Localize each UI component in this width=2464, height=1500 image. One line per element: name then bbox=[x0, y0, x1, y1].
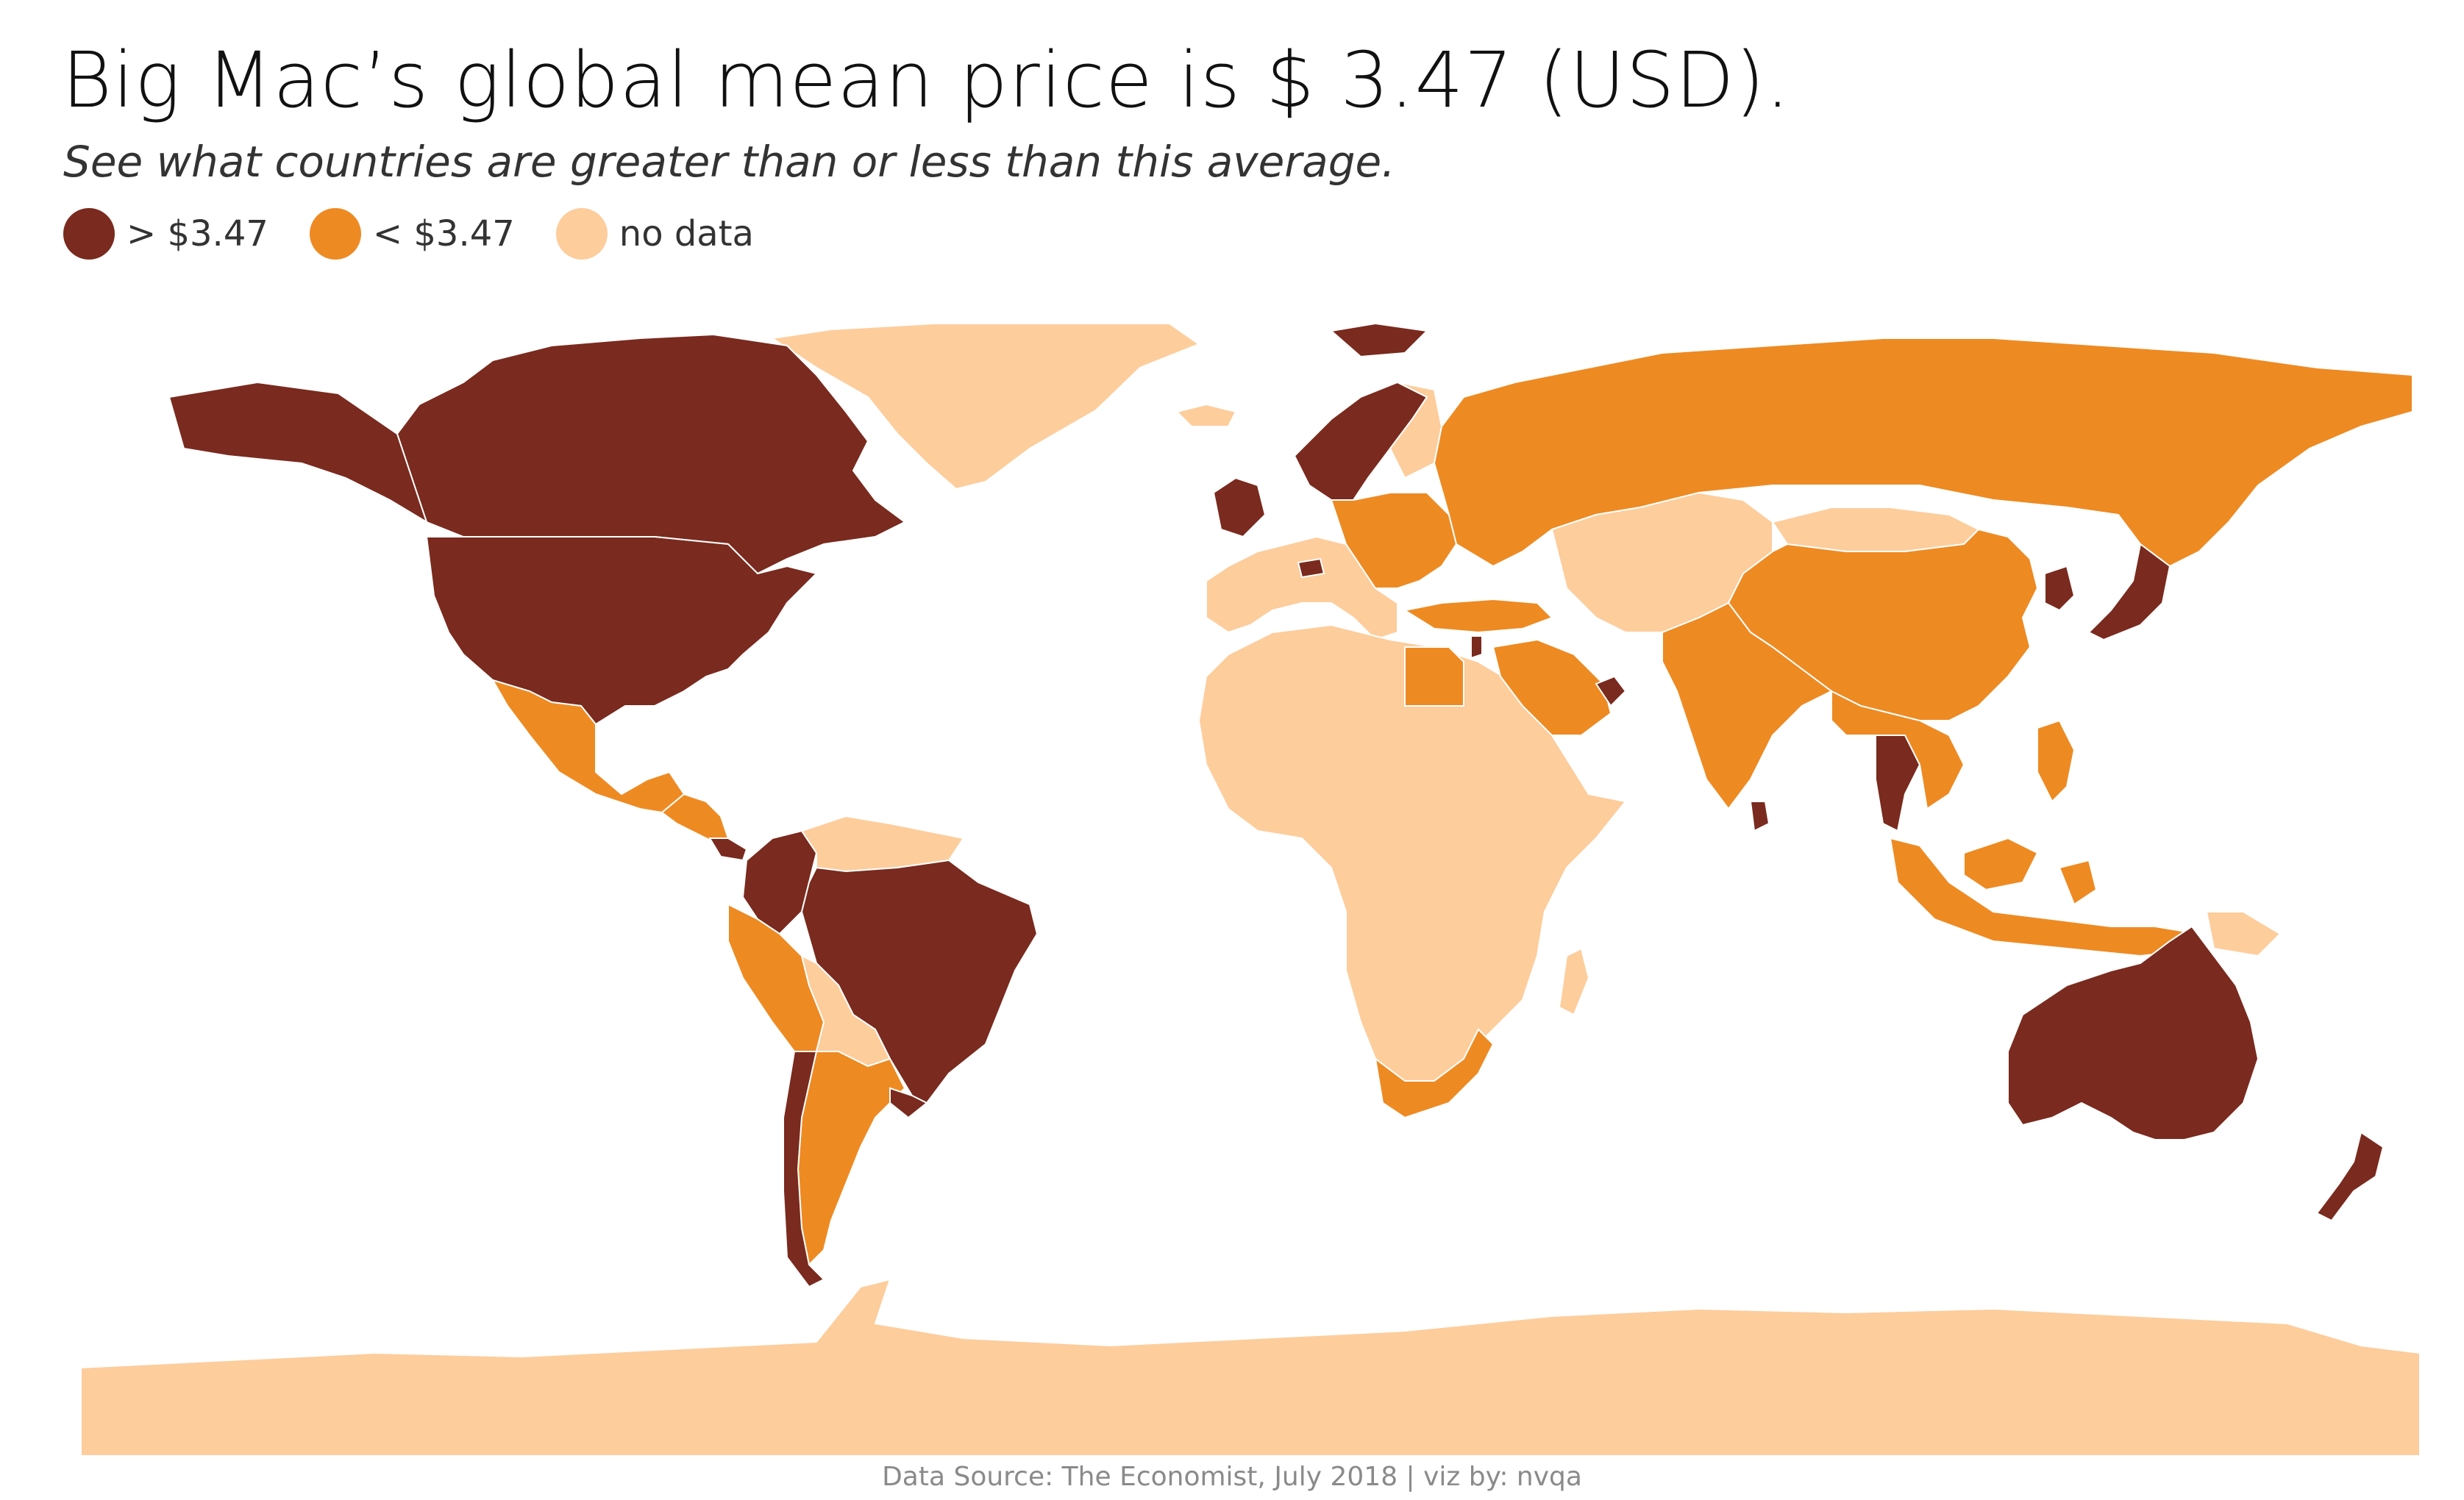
region-mexico bbox=[491, 679, 686, 814]
region-western-europe bbox=[1206, 535, 1398, 641]
legend: > $3.47 < $3.47 no data bbox=[63, 207, 795, 260]
legend-swatch-nodata bbox=[555, 208, 608, 260]
data-source: Data Source: The Economist, July 2018 | … bbox=[882, 1462, 1582, 1492]
region-malaysia-indonesia bbox=[1889, 837, 2208, 957]
page-subtitle: See what countries are greater than or l… bbox=[63, 137, 1395, 187]
region-eastern-europe bbox=[1330, 492, 1458, 589]
region-chile bbox=[783, 1051, 825, 1288]
region-uae bbox=[1595, 675, 1627, 707]
legend-item-nodata: no data bbox=[555, 208, 754, 260]
region-new-zealand bbox=[2315, 1131, 2385, 1222]
legend-label-above: > $3.47 bbox=[127, 213, 268, 254]
region-iceland bbox=[1175, 403, 1237, 427]
region-turkey bbox=[1403, 598, 1553, 634]
region-mongolia bbox=[1771, 507, 1980, 552]
page-title: Big Mac’s global mean price is $ 3.47 (U… bbox=[62, 35, 1791, 125]
region-japan bbox=[2087, 543, 2171, 641]
region-sri-lanka bbox=[1749, 801, 1770, 832]
region-svalbard bbox=[1329, 324, 1429, 358]
legend-label-below: < $3.47 bbox=[372, 213, 515, 254]
region-uruguay bbox=[889, 1087, 928, 1119]
region-egypt bbox=[1404, 646, 1464, 707]
legend-label-nodata: no data bbox=[619, 213, 754, 254]
region-southeast-asia-mainland bbox=[1831, 690, 1965, 810]
world-map bbox=[81, 324, 2420, 1456]
region-united-kingdom bbox=[1212, 476, 1267, 538]
region-papua-new-guinea bbox=[2205, 911, 2282, 957]
region-greenland bbox=[770, 324, 1201, 490]
legend-item-below: < $3.47 bbox=[309, 208, 515, 260]
region-united-states bbox=[425, 536, 818, 726]
region-antarctica bbox=[81, 1278, 2420, 1456]
region-madagascar bbox=[1558, 947, 1590, 1016]
legend-item-above: > $3.47 bbox=[63, 208, 268, 260]
region-alaska bbox=[168, 381, 428, 524]
region-philippines bbox=[2037, 719, 2076, 803]
region-korea bbox=[2044, 565, 2076, 612]
region-costa-rica bbox=[708, 838, 748, 862]
region-argentina bbox=[797, 1051, 906, 1267]
region-finland bbox=[1389, 382, 1443, 479]
region-south-africa bbox=[1374, 1028, 1495, 1119]
legend-swatch-above bbox=[63, 208, 115, 260]
region-saudi-arabia bbox=[1492, 638, 1612, 736]
legend-swatch-below bbox=[309, 208, 361, 260]
region-israel bbox=[1470, 635, 1483, 660]
region-india bbox=[1662, 601, 1833, 810]
region-australia bbox=[2007, 925, 2260, 1140]
region-switzerland bbox=[1297, 557, 1325, 579]
